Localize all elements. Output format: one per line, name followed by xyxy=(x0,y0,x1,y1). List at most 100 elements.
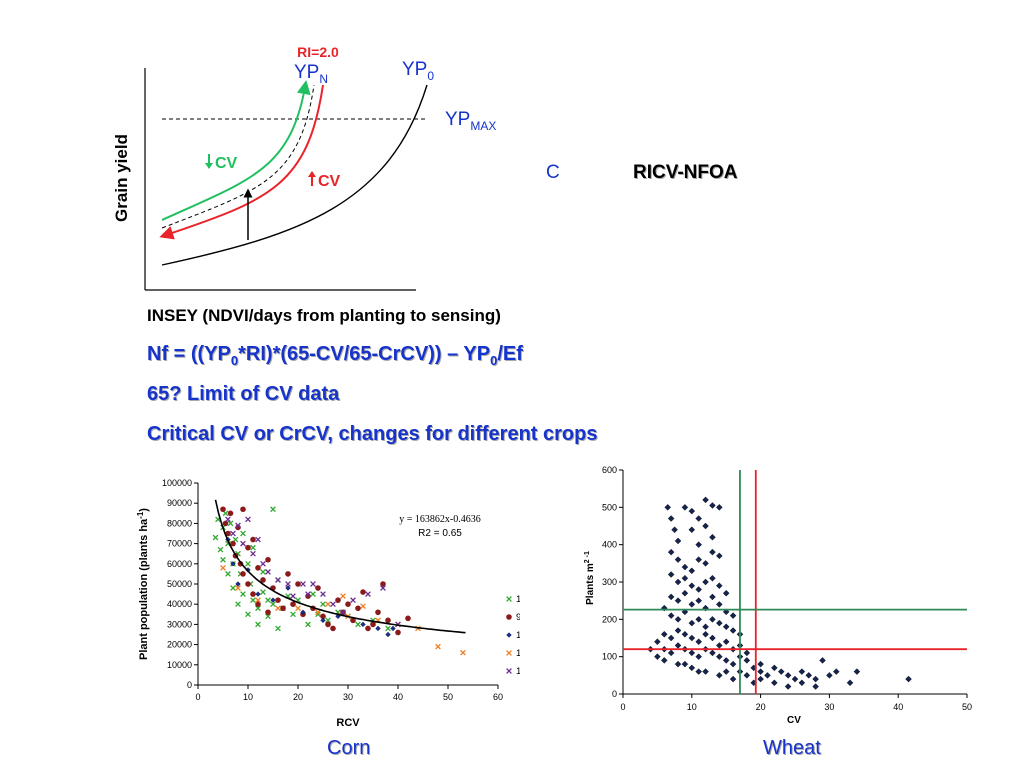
corn-legend-marker xyxy=(506,632,512,638)
wheat-point xyxy=(743,672,751,679)
wheat-point xyxy=(688,664,696,672)
wheat-point xyxy=(729,660,737,668)
wheat-point xyxy=(671,526,678,534)
wheat-point xyxy=(681,589,689,597)
corn-point-111-day xyxy=(225,516,231,523)
corn-point-99-day xyxy=(260,577,266,583)
corn-point-107-day xyxy=(360,603,366,610)
corn-point-107-day xyxy=(255,597,261,604)
corn-point-113-day-b xyxy=(270,601,276,608)
corn-point-99-day xyxy=(330,625,336,632)
corn-point-113-day-b xyxy=(310,591,316,597)
corn-point-111-day-b xyxy=(225,516,231,523)
wheat-point xyxy=(667,612,675,619)
wheat-point xyxy=(791,675,799,683)
wheat-point xyxy=(709,548,716,556)
corn-point-107-day-b xyxy=(235,585,241,591)
corn-point-111-day xyxy=(380,585,386,591)
corn-point-111-day-b xyxy=(240,540,246,547)
corn-point-99-day xyxy=(350,617,356,624)
corn-legend-marker xyxy=(506,614,512,620)
corn-y-tick-label: 50000 xyxy=(167,579,192,589)
corn-point-111-day-b xyxy=(340,609,346,616)
wheat-point xyxy=(695,638,702,646)
corn-points xyxy=(212,506,466,656)
corn-point-99-day xyxy=(370,621,376,628)
wheat-ylabel-main: Plants m xyxy=(585,563,596,605)
corn-point-111-day xyxy=(240,540,246,547)
corn-point-111-day xyxy=(365,591,371,597)
wheat-point xyxy=(777,668,785,675)
corn-point-104-day xyxy=(390,625,396,632)
corn-point-107-day xyxy=(325,601,331,608)
corn-x-tick-label: 20 xyxy=(293,692,303,702)
corn-legend-label: 111-day xyxy=(516,666,520,677)
wheat-point xyxy=(722,638,730,646)
corn-point-113-day-b xyxy=(325,617,331,624)
corn-point-113-day-b xyxy=(225,540,231,547)
wheat-point xyxy=(722,589,730,597)
wheat-point xyxy=(798,679,806,687)
corn-point-99-day xyxy=(280,605,286,612)
corn-point-107-day-b xyxy=(255,597,261,604)
wheat-point xyxy=(743,657,751,664)
corn-point-113-day xyxy=(265,613,271,620)
corn-point-113-day xyxy=(260,589,266,595)
corn-point-104-day xyxy=(320,617,326,624)
wheat-point xyxy=(681,630,689,638)
critical-cv-line: Critical CV or CrCV, changes for differe… xyxy=(147,423,598,445)
corn-point-107-day-b xyxy=(460,649,466,656)
corn-point-113-day-b xyxy=(265,613,271,620)
wheat-x-tick-label: 0 xyxy=(620,702,625,712)
corn-point-113-day xyxy=(305,621,311,628)
corn-point-111-day-b xyxy=(235,522,241,529)
corn-point-113-day xyxy=(240,591,246,597)
wheat-point xyxy=(667,515,675,522)
corn-point-99-day xyxy=(365,625,371,632)
corn-point-113-day xyxy=(290,611,296,618)
corn-y-tick-label: 90000 xyxy=(167,498,192,508)
corn-point-113-day-b xyxy=(315,611,321,618)
corn-x-tick-label: 30 xyxy=(343,692,353,702)
corn-point-111-day xyxy=(340,609,346,616)
corn-point-99-day xyxy=(290,601,296,607)
wheat-point xyxy=(688,582,696,590)
wheat-y-tick-label: 400 xyxy=(602,540,617,550)
corn-y-tick-label: 0 xyxy=(187,680,192,690)
corn-point-111-day xyxy=(265,569,271,575)
wheat-point xyxy=(681,563,689,571)
wheat-point xyxy=(716,619,723,627)
corn-point-113-day xyxy=(227,520,234,527)
corn-point-111-day xyxy=(310,581,316,587)
wheat-y-tick-label: 600 xyxy=(602,465,617,475)
cv-down-label: CV xyxy=(215,155,238,172)
wheat-x-tick-label: 30 xyxy=(824,702,834,712)
cv-down-arrowhead-icon xyxy=(205,163,213,169)
wheat-chart: 0 100 200 300 400 500 600 0 10 20 30 40 50 CV Plants… xyxy=(584,465,972,726)
wheat-point xyxy=(688,649,696,657)
wheat-point xyxy=(757,660,764,668)
wheat-x-tick-label: 40 xyxy=(893,702,903,712)
corn-point-99-day xyxy=(380,581,386,587)
corn-point-111-day xyxy=(330,601,336,608)
corn-point-113-day-b xyxy=(270,506,276,513)
wheat-point xyxy=(702,522,709,530)
wheat-point xyxy=(664,504,672,511)
wheat-ylabel: Plants m2 -1 xyxy=(584,551,596,605)
wheat-point xyxy=(798,668,806,675)
corn-point-111-day xyxy=(260,560,266,567)
corn-point-113-day-b xyxy=(230,585,236,591)
corn-point-113-day xyxy=(230,585,236,591)
wheat-point xyxy=(674,578,682,586)
wheat-point xyxy=(660,657,668,664)
wheat-point xyxy=(709,634,716,642)
formula-part-2: *RI)*(65-CV/65-CrCV)) – YP xyxy=(238,343,491,365)
wheat-xlabel: CV xyxy=(787,715,801,726)
corn-point-99-day xyxy=(265,609,271,616)
ri-curve xyxy=(159,84,324,240)
wheat-point xyxy=(681,574,689,582)
wheat-point xyxy=(757,668,764,675)
corn-point-113-day-b xyxy=(245,560,251,567)
corn-point-111-day-b xyxy=(275,577,281,583)
corn-point-107-day-b xyxy=(325,601,331,608)
